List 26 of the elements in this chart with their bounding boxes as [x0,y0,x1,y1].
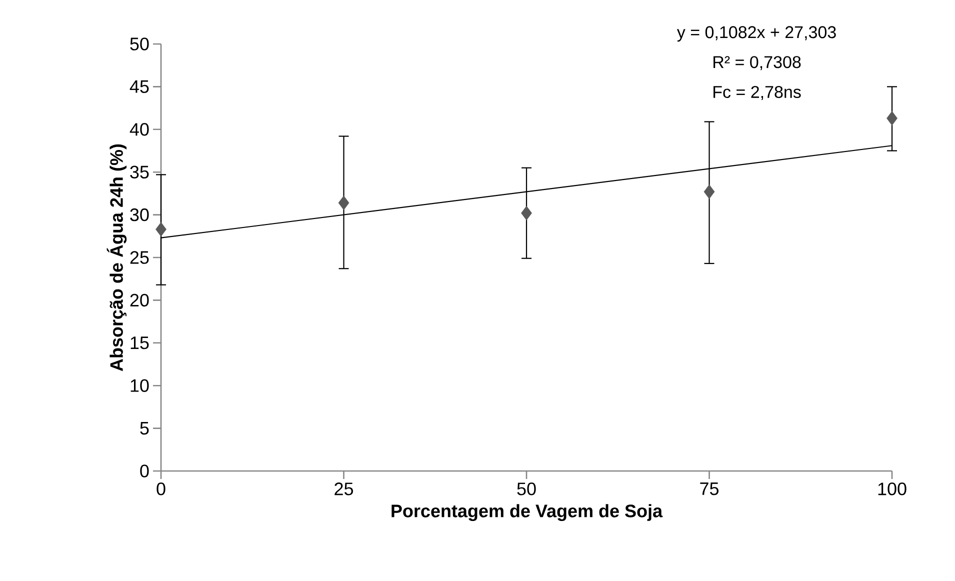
point [521,206,532,220]
point [704,184,715,199]
y-tick-label: 5 [140,422,149,435]
y-tick-label: 35 [130,166,149,178]
y-axis-title: Absorção de Água 24h (%) [106,144,127,372]
x-tick-label: 75 [700,482,719,496]
x-tick-label: 0 [156,482,166,496]
y-tick-label: 25 [130,251,149,264]
x-tick-label: 100 [878,482,906,496]
annotation: Fc = 2,78ns [714,86,801,100]
y-tick-label: 45 [130,80,149,93]
x-tick-label: 25 [334,482,354,496]
x-tick-label: 50 [517,482,536,496]
y-tick-label: 30 [130,208,149,222]
point [338,196,350,210]
y-tick-label: 10 [130,379,149,392]
annotation: R² = 0,7308 [714,56,801,70]
y-tick-label: 0 [140,464,149,478]
y-tick-label: 50 [130,38,149,50]
text: y = 0,1082x + 27,303 [676,26,836,42]
y-tick-label: 20 [130,294,149,307]
point [886,111,898,126]
point [156,222,166,237]
y-tick-label: 15 [130,336,149,350]
y-tick-label: 40 [130,123,149,136]
x-axis-title: Porcentagem de Vagem de Soja [392,504,663,521]
